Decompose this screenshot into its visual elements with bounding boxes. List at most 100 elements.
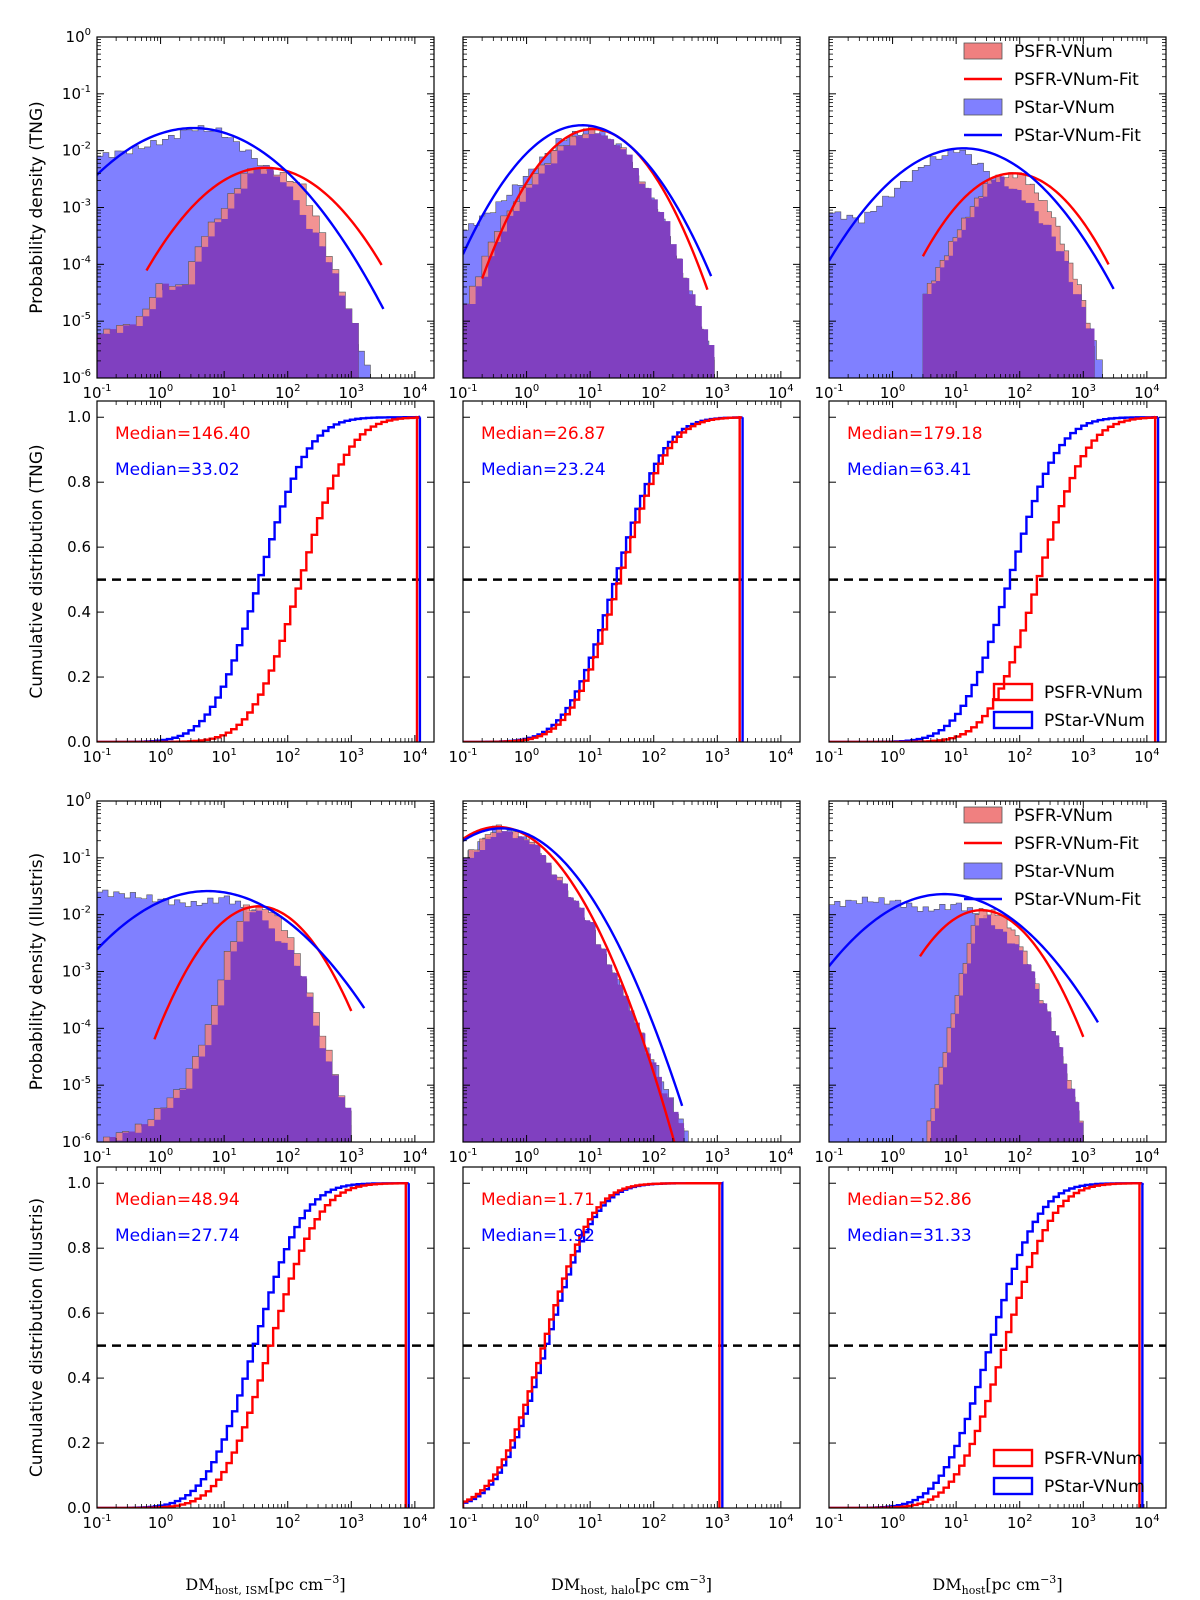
x-tick-label: 103	[705, 747, 730, 766]
col-xlabel: DMhost, halo[pc cm−3]	[551, 1573, 712, 1597]
hist-overlap	[97, 910, 352, 1142]
median-label-pstar: Median=23.24	[481, 460, 606, 480]
x-tick-label: 103	[339, 1513, 364, 1532]
x-tick-label: 102	[641, 1147, 666, 1166]
x-tick-label: 103	[1071, 747, 1096, 766]
cdf-panel-r1-c1: 10-1 100 101 102 103 104 Median=26.87 Median=23…	[448, 400, 801, 766]
y-tick-label: 0.2	[67, 668, 91, 686]
x-tick-label: 101	[943, 1147, 968, 1166]
y-tick-label: 0.0	[67, 733, 91, 751]
x-tick-label: 102	[1007, 747, 1032, 766]
plot-area	[463, 124, 715, 378]
x-tick-label: 100	[880, 1513, 905, 1532]
x-tick-label: 10-1	[448, 1147, 477, 1166]
y-tick-label: 10-6	[62, 1132, 91, 1151]
x-tick-label: 101	[211, 747, 236, 766]
row-ylabel: Cumulative distribution (Illustris)	[27, 1198, 47, 1477]
y-tick-label: 10-3	[62, 962, 91, 981]
x-tick-label: 104	[1134, 383, 1159, 402]
x-tick-label: 102	[641, 383, 666, 402]
x-tick-label: 101	[943, 383, 968, 402]
x-tick-label: 100	[880, 747, 905, 766]
plot-area	[97, 889, 366, 1142]
legend-swatch-pstar-vnum	[992, 1476, 1034, 1496]
legend-swatch-psfr-vnum	[963, 42, 1003, 60]
pdf-panel-r0-c1: 10-1 100 101 102 103 104	[448, 36, 801, 402]
fit-psfr-vnum	[921, 172, 1110, 266]
y-tick-label: 0.0	[67, 1499, 91, 1517]
plot-area	[829, 147, 1115, 378]
x-tick-label: 103	[1071, 1513, 1096, 1532]
legend-label: PStar-VNum	[1044, 1477, 1145, 1497]
legend-label: PSFR-VNum	[1014, 806, 1113, 826]
y-tick-label: 0.8	[67, 1239, 91, 1257]
legend-label: PSFR-VNum-Fit	[1014, 70, 1139, 90]
x-tick-label: 103	[705, 1513, 730, 1532]
y-tick-label: 10-5	[62, 311, 91, 330]
legend-label: PStar-VNum	[1044, 711, 1145, 731]
median-label-pstar: Median=27.74	[115, 1226, 240, 1246]
x-tick-label: 104	[402, 383, 427, 402]
x-tick-label: 10-1	[814, 383, 843, 402]
x-tick-label: 104	[402, 747, 427, 766]
y-tick-label: 1.0	[67, 408, 91, 426]
axes-frame	[828, 1166, 1167, 1509]
y-tick-label: 10-5	[62, 1075, 91, 1094]
fit-pstar-vnum	[829, 892, 1099, 1023]
plot-area	[829, 892, 1099, 1142]
x-tick-label: 102	[1007, 1147, 1032, 1166]
x-tick-label: 102	[641, 1513, 666, 1532]
plot-area	[463, 1182, 800, 1508]
y-tick-label: 10-4	[62, 254, 91, 273]
hist-overlap	[463, 133, 715, 378]
x-tick-label: 102	[1007, 383, 1032, 402]
x-tick-label: 102	[1007, 1513, 1032, 1532]
x-tick-label: 103	[339, 1147, 364, 1166]
x-tick-label: 10-1	[814, 747, 843, 766]
y-tick-label: 10-4	[62, 1018, 91, 1037]
x-tick-label: 10-1	[82, 1147, 111, 1166]
col-xlabel: DMhost[pc cm−3]	[932, 1573, 1062, 1597]
y-tick-label: 10-3	[62, 198, 91, 217]
x-tick-label: 100	[148, 1513, 173, 1532]
x-tick-label: 101	[211, 1513, 236, 1532]
fit-pstar-vnum	[463, 124, 713, 277]
x-tick-label: 104	[402, 1513, 427, 1532]
fit-pstar-vnum	[97, 889, 366, 1009]
x-tick-label: 101	[943, 747, 968, 766]
pdf-panel-r0-c2: 10-1 100 101 102 103 104 PSFR-VNum PSFR-VNum-Fi…	[814, 36, 1167, 402]
y-tick-label: 0.6	[67, 538, 91, 556]
x-tick-label: 103	[339, 747, 364, 766]
y-tick-label: 10-1	[62, 848, 91, 867]
x-tick-label: 104	[402, 1147, 427, 1166]
cdf-panel-r3-c0: 10-1 100 101 102 103 104 0.0 0.2 0.4 0.6 0.8 1.0 Med…	[67, 1166, 435, 1532]
row-ylabel: Cumulative distribution (TNG)	[27, 444, 47, 698]
y-tick-label: 100	[66, 791, 91, 810]
median-label-pstar: Median=31.33	[847, 1226, 972, 1246]
legend-label: PStar-VNum-Fit	[1014, 890, 1141, 910]
x-tick-label: 100	[514, 1513, 539, 1532]
x-tick-label: 103	[705, 1147, 730, 1166]
row-ylabel: Probability density (Illustris)	[27, 853, 47, 1091]
x-tick-label: 104	[1134, 747, 1159, 766]
x-tick-label: 100	[514, 1147, 539, 1166]
x-tick-label: 10-1	[814, 1513, 843, 1532]
x-tick-label: 101	[577, 747, 602, 766]
median-label-pstar: Median=33.02	[115, 460, 240, 480]
y-tick-label: 0.4	[67, 603, 91, 621]
hist-overlap	[463, 831, 685, 1142]
legend-label: PSFR-VNum	[1044, 1449, 1143, 1469]
x-tick-label: 104	[768, 1147, 793, 1166]
fit-psfr-vnum	[145, 166, 383, 272]
plot-area	[463, 415, 800, 742]
x-tick-label: 103	[1071, 383, 1096, 402]
x-tick-label: 100	[880, 383, 905, 402]
median-label-psfr: Median=48.94	[115, 1190, 240, 1210]
cdf-panel-r1-c2: 10-1 100 101 102 103 104 Median=179.18 Median=6…	[814, 400, 1167, 766]
hist-overlap	[97, 167, 359, 378]
y-tick-label: 10-1	[62, 84, 91, 103]
x-tick-label: 104	[1134, 1513, 1159, 1532]
cdf-panel-r3-c1: 10-1 100 101 102 103 104 Median=1.71 Median=1.9…	[448, 1166, 801, 1532]
legend-label: PStar-VNum-Fit	[1014, 126, 1141, 146]
axes-frame	[96, 400, 435, 743]
